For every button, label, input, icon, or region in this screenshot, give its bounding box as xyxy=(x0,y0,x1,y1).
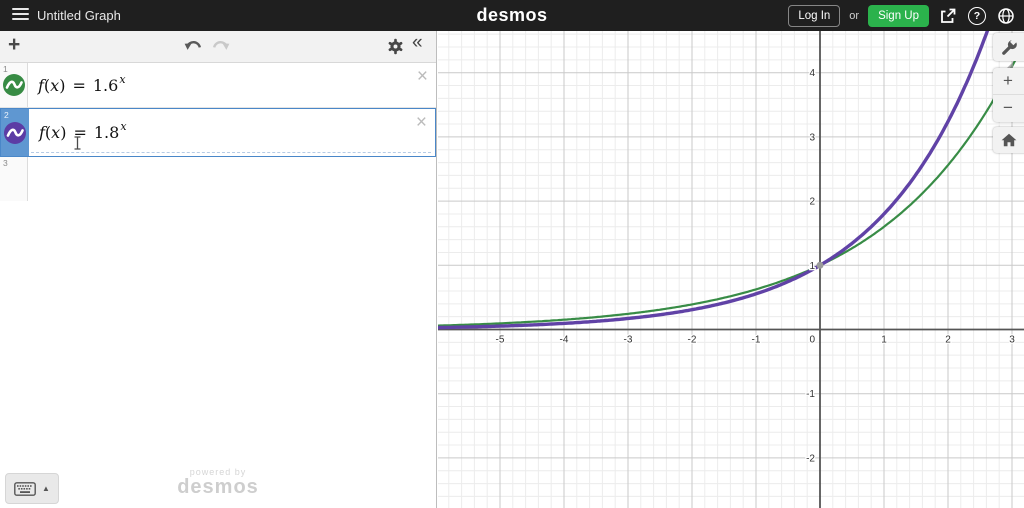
keyboard-icon xyxy=(14,481,36,496)
default-viewport-home-button[interactable] xyxy=(993,127,1024,153)
share-icon[interactable] xyxy=(938,6,958,26)
svg-text:4: 4 xyxy=(809,68,815,79)
expression-row-1[interactable]: 1 f(x) = 1.6 x × xyxy=(0,63,436,108)
desmos-logo: desmos xyxy=(476,5,548,25)
expression-2-latex[interactable]: f(x) = 1.8 x xyxy=(39,120,127,142)
point-0-1[interactable] xyxy=(816,261,824,269)
curve-style-icon-green[interactable] xyxy=(2,73,26,102)
svg-text:-1: -1 xyxy=(752,335,761,346)
svg-text:-5: -5 xyxy=(496,335,505,346)
svg-text:-2: -2 xyxy=(806,453,815,464)
row-number: 1 xyxy=(3,64,8,74)
text-cursor-ibeam xyxy=(73,136,82,155)
add-expression-button[interactable]: + xyxy=(8,33,21,56)
svg-text:3: 3 xyxy=(809,132,815,143)
expression-list: 1 f(x) = 1.6 x × 2 xyxy=(0,63,436,201)
expression-1-latex[interactable]: f(x) = 1.6 x xyxy=(38,72,126,95)
expression-row-3-empty[interactable]: 3 xyxy=(0,157,436,201)
top-bar: Untitled Graph desmos Log In or Sign Up … xyxy=(0,0,1024,31)
signup-button[interactable]: Sign Up xyxy=(868,4,929,27)
login-button[interactable]: Log In xyxy=(788,4,841,27)
expression-toolbar: + xyxy=(0,31,436,63)
svg-text:3: 3 xyxy=(1009,335,1015,346)
svg-text:1: 1 xyxy=(809,261,815,272)
help-icon[interactable]: ? xyxy=(967,6,987,26)
expression-2-gutter[interactable]: 2 xyxy=(1,109,29,156)
svg-text:1: 1 xyxy=(881,335,887,346)
svg-text:-2: -2 xyxy=(688,335,697,346)
delete-expression-2-icon[interactable]: × xyxy=(415,112,427,133)
svg-text:-3: -3 xyxy=(624,335,633,346)
svg-text:-1: -1 xyxy=(806,389,815,400)
undo-icon[interactable] xyxy=(184,38,203,58)
language-globe-icon[interactable] xyxy=(996,6,1016,26)
graph-settings-wrench-button[interactable] xyxy=(993,33,1024,61)
graph-resize-handle[interactable] xyxy=(1007,62,1013,68)
graph-canvas[interactable]: -5 -4 -3 -2 -1 0 1 2 3 -2 -1 1 2 3 4 xyxy=(438,31,1024,508)
svg-text:2: 2 xyxy=(809,197,815,208)
wrench-icon xyxy=(1002,38,1017,55)
curve-2[interactable] xyxy=(438,31,1024,330)
graph-title[interactable]: Untitled Graph xyxy=(37,8,121,23)
expression-panel: + xyxy=(0,31,437,508)
home-icon xyxy=(1001,133,1017,147)
show-keyboard-button[interactable]: ▲ xyxy=(5,473,59,504)
delete-expression-1-icon[interactable]: × xyxy=(416,66,428,87)
account-controls: Log In or Sign Up ? xyxy=(788,0,1016,31)
collapse-panel-icon[interactable]: « xyxy=(412,32,423,53)
row-number: 2 xyxy=(4,110,9,120)
or-label: or xyxy=(849,9,860,22)
hamburger-menu-icon[interactable] xyxy=(12,8,29,22)
svg-text:0: 0 xyxy=(809,335,815,346)
zoom-out-button[interactable]: − xyxy=(1003,98,1013,117)
zoom-in-button[interactable]: + xyxy=(993,68,1024,95)
svg-text:2: 2 xyxy=(945,335,951,346)
zoom-controls: + − xyxy=(993,68,1024,122)
svg-text:-4: -4 xyxy=(560,335,569,346)
powered-by-desmos-watermark: powered by desmos xyxy=(177,467,259,498)
row-number: 3 xyxy=(3,158,8,168)
curve-1[interactable] xyxy=(438,31,1024,327)
graph-settings-gear-icon[interactable] xyxy=(387,38,404,60)
redo-icon[interactable] xyxy=(211,38,230,58)
keyboard-open-arrow: ▲ xyxy=(42,484,50,493)
curve-style-icon-purple[interactable] xyxy=(3,121,27,150)
expression-3-gutter: 3 xyxy=(0,157,28,201)
expression-1-gutter[interactable]: 1 xyxy=(0,63,28,107)
expression-row-2-selected[interactable]: 2 f(x) = 1.8 x × xyxy=(0,108,436,157)
